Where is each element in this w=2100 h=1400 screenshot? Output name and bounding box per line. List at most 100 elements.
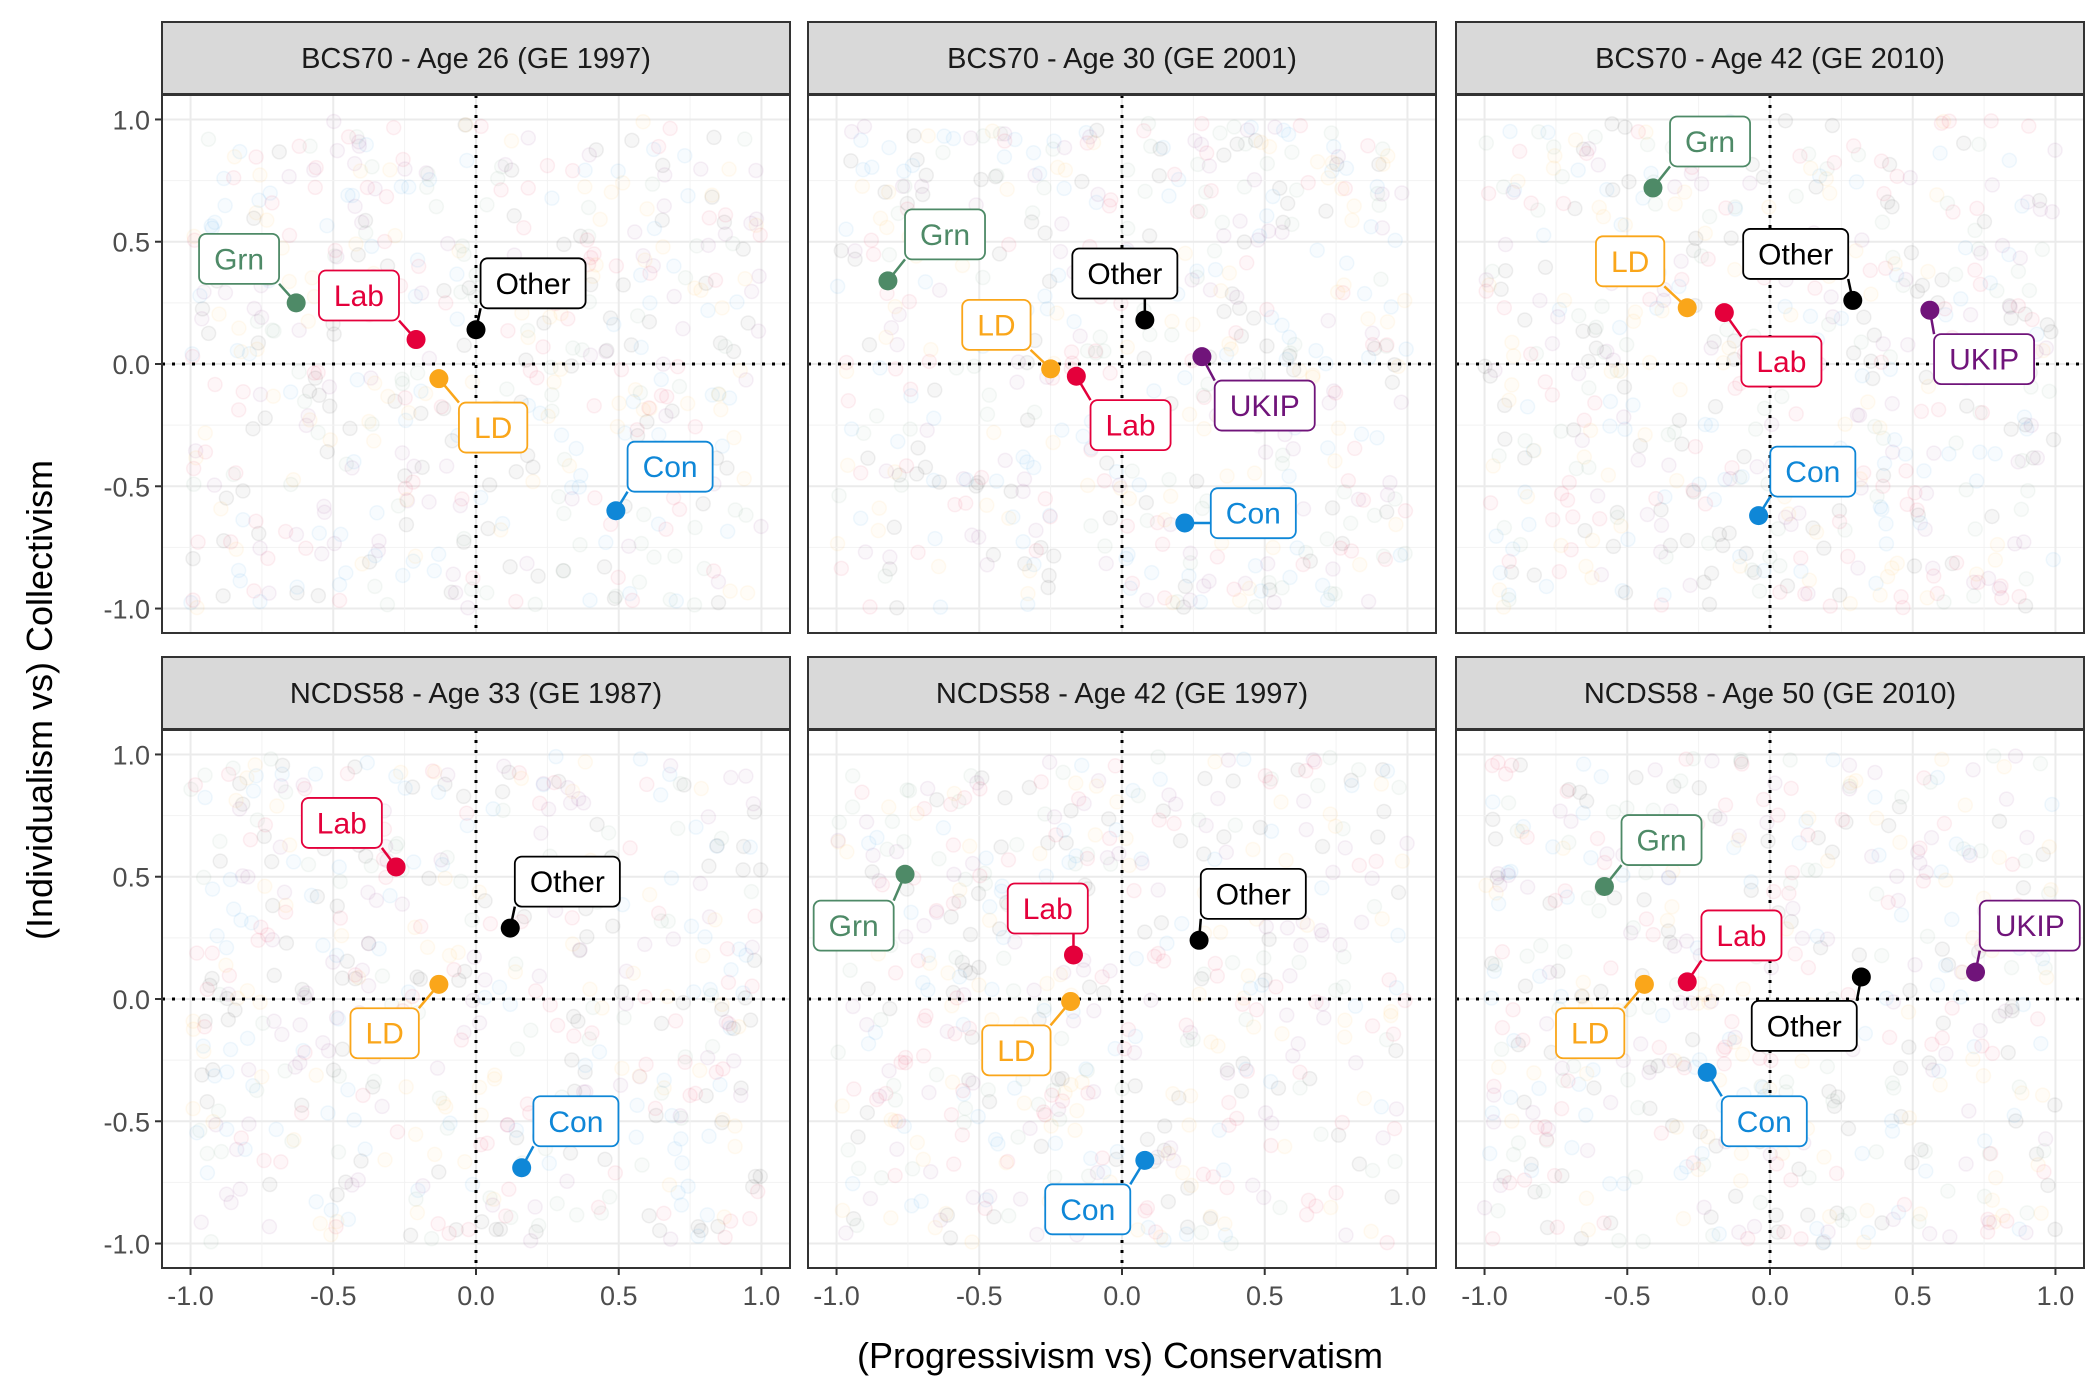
respondent-point bbox=[753, 518, 769, 535]
respondent-point bbox=[297, 1044, 313, 1061]
respondent-point bbox=[415, 1177, 431, 1194]
respondent-point bbox=[1131, 477, 1148, 493]
respondent-point bbox=[544, 190, 560, 206]
respondent-point bbox=[1335, 978, 1352, 995]
respondent-point bbox=[1920, 378, 1937, 395]
respondent-point bbox=[1783, 913, 1799, 930]
respondent-point bbox=[1003, 483, 1019, 500]
respondent-point bbox=[308, 1193, 324, 1210]
respondent-point bbox=[1128, 950, 1145, 967]
respondent-point bbox=[736, 131, 753, 147]
respondent-point bbox=[295, 1042, 311, 1059]
respondent-point bbox=[921, 1084, 937, 1101]
respondent-point bbox=[1390, 927, 1406, 944]
respondent-point bbox=[1212, 924, 1229, 941]
respondent-point bbox=[610, 569, 626, 586]
respondent-point bbox=[1263, 309, 1280, 326]
facet-strip bbox=[1455, 656, 2085, 730]
party-label-other: Other bbox=[1087, 258, 1162, 291]
respondent-point bbox=[289, 579, 305, 595]
respondent-point bbox=[1063, 802, 1079, 819]
respondent-point bbox=[1907, 957, 1923, 973]
respondent-point bbox=[1926, 445, 1942, 461]
respondent-point bbox=[1073, 757, 1090, 774]
respondent-point bbox=[1324, 500, 1341, 516]
respondent-point bbox=[1068, 848, 1084, 864]
respondent-point bbox=[1160, 1193, 1177, 1210]
respondent-point bbox=[719, 523, 736, 540]
respondent-point bbox=[1521, 516, 1537, 533]
respondent-point bbox=[495, 802, 511, 819]
respondent-point bbox=[888, 843, 905, 860]
respondent-point bbox=[583, 249, 599, 266]
respondent-point bbox=[860, 450, 876, 466]
respondent-point bbox=[1782, 752, 1798, 768]
respondent-point bbox=[927, 1219, 943, 1236]
respondent-point bbox=[1834, 811, 1851, 828]
respondent-point bbox=[887, 298, 903, 315]
respondent-point bbox=[1604, 116, 1620, 132]
respondent-point bbox=[1914, 277, 1931, 294]
respondent-point bbox=[1383, 299, 1399, 315]
respondent-point bbox=[1162, 1140, 1179, 1156]
respondent-point bbox=[1517, 312, 1533, 328]
respondent-point bbox=[1893, 589, 1909, 605]
respondent-point bbox=[1605, 352, 1622, 368]
respondent-point bbox=[1537, 374, 1554, 390]
party-label-box bbox=[1209, 487, 1297, 540]
respondent-point bbox=[1017, 556, 1033, 572]
party-point-ukip bbox=[1966, 962, 1986, 982]
respondent-point bbox=[1517, 432, 1533, 449]
respondent-point bbox=[493, 158, 510, 175]
respondent-point bbox=[1203, 183, 1219, 199]
respondent-point bbox=[918, 1008, 934, 1024]
respondent-point bbox=[1873, 354, 1890, 370]
respondent-point bbox=[412, 971, 429, 987]
respondent-point bbox=[477, 972, 493, 988]
respondent-point bbox=[1754, 1079, 1771, 1096]
respondent-point bbox=[1932, 145, 1948, 161]
respondent-point bbox=[246, 300, 262, 317]
respondent-point bbox=[844, 768, 861, 784]
respondent-point bbox=[2011, 1221, 2028, 1237]
respondent-point bbox=[702, 981, 718, 998]
respondent-point bbox=[2032, 755, 2049, 772]
respondent-point bbox=[1279, 195, 1296, 212]
respondent-point bbox=[1572, 784, 1588, 801]
party-label-grn: Grn bbox=[1685, 126, 1735, 159]
respondent-point bbox=[1821, 1208, 1838, 1225]
respondent-point bbox=[577, 754, 594, 770]
respondent-point bbox=[1752, 1194, 1769, 1211]
respondent-point bbox=[834, 1202, 851, 1219]
respondent-point bbox=[454, 491, 470, 507]
respondent-point bbox=[1872, 499, 1889, 515]
respondent-point bbox=[1911, 1213, 1927, 1230]
facet-strip bbox=[807, 21, 1437, 95]
respondent-point bbox=[1685, 751, 1701, 767]
respondent-point bbox=[1660, 923, 1677, 939]
respondent-point bbox=[586, 397, 602, 414]
respondent-point bbox=[1733, 751, 1749, 768]
respondent-point bbox=[1080, 1085, 1096, 1101]
respondent-point bbox=[1070, 791, 1087, 807]
respondent-point bbox=[2018, 1224, 2034, 1241]
respondent-point bbox=[459, 152, 475, 169]
respondent-point bbox=[471, 884, 488, 900]
party-label-box bbox=[1720, 1095, 1808, 1148]
respondent-point bbox=[329, 898, 346, 914]
respondent-point bbox=[1584, 532, 1601, 549]
respondent-point bbox=[1330, 149, 1347, 165]
respondent-point bbox=[1692, 1124, 1709, 1140]
respondent-point bbox=[1261, 582, 1278, 598]
respondent-point bbox=[1997, 1003, 2014, 1019]
respondent-point bbox=[2020, 482, 2036, 499]
respondent-point bbox=[1497, 236, 1514, 253]
respondent-point bbox=[1139, 592, 1155, 608]
respondent-point bbox=[310, 364, 326, 381]
respondent-point bbox=[723, 769, 739, 786]
respondent-point bbox=[298, 985, 315, 1001]
respondent-point bbox=[328, 1009, 345, 1026]
respondent-point bbox=[614, 175, 631, 191]
respondent-point bbox=[260, 550, 276, 567]
respondent-point bbox=[1904, 1154, 1920, 1171]
